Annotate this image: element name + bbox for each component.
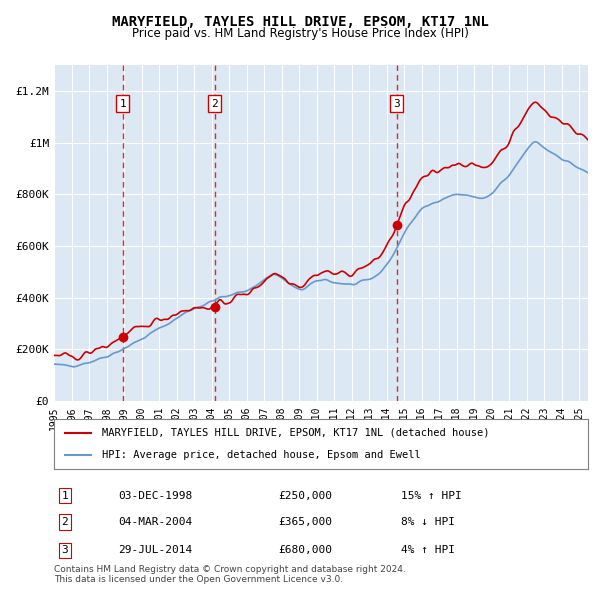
Text: 04-MAR-2004: 04-MAR-2004 — [118, 517, 193, 527]
Text: 3: 3 — [61, 546, 68, 555]
Text: 8% ↓ HPI: 8% ↓ HPI — [401, 517, 455, 527]
Text: 15% ↑ HPI: 15% ↑ HPI — [401, 491, 462, 500]
Text: £250,000: £250,000 — [278, 491, 332, 500]
Text: Contains HM Land Registry data © Crown copyright and database right 2024.
This d: Contains HM Land Registry data © Crown c… — [54, 565, 406, 584]
Text: 2: 2 — [61, 517, 68, 527]
Text: Price paid vs. HM Land Registry's House Price Index (HPI): Price paid vs. HM Land Registry's House … — [131, 27, 469, 40]
Text: £680,000: £680,000 — [278, 546, 332, 555]
Text: 4% ↑ HPI: 4% ↑ HPI — [401, 546, 455, 555]
Text: 1: 1 — [119, 99, 126, 109]
Text: 2: 2 — [211, 99, 218, 109]
Text: 3: 3 — [393, 99, 400, 109]
Text: HPI: Average price, detached house, Epsom and Ewell: HPI: Average price, detached house, Epso… — [102, 450, 421, 460]
Text: MARYFIELD, TAYLES HILL DRIVE, EPSOM, KT17 1NL: MARYFIELD, TAYLES HILL DRIVE, EPSOM, KT1… — [112, 15, 488, 29]
Text: 03-DEC-1998: 03-DEC-1998 — [118, 491, 193, 500]
Text: 29-JUL-2014: 29-JUL-2014 — [118, 546, 193, 555]
Text: £365,000: £365,000 — [278, 517, 332, 527]
Text: 1: 1 — [61, 491, 68, 500]
Text: MARYFIELD, TAYLES HILL DRIVE, EPSOM, KT17 1NL (detached house): MARYFIELD, TAYLES HILL DRIVE, EPSOM, KT1… — [102, 428, 490, 438]
